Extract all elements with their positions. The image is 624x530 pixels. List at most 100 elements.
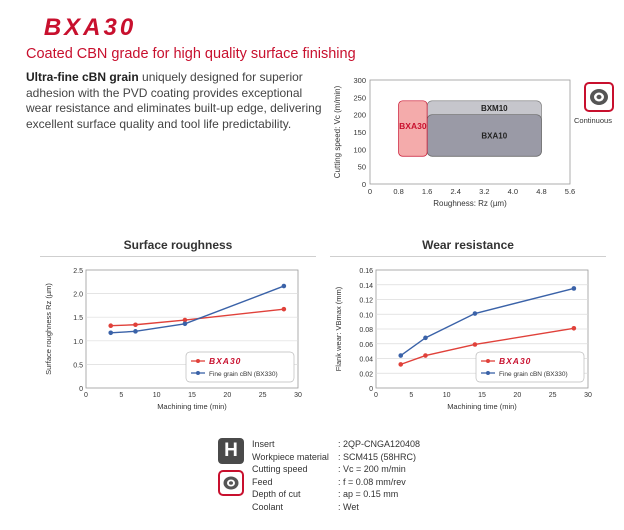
label-bxa30: BXA30 [399, 121, 427, 131]
data-point [108, 323, 114, 328]
x-tick-label: 1.6 [422, 187, 432, 196]
x-tick-label: 10 [443, 392, 451, 399]
y-tick-label: 250 [353, 93, 366, 102]
data-point [472, 342, 478, 347]
legend-box [185, 351, 295, 383]
y-axis-label: Cutting speed: Vc (m/min) [333, 85, 342, 178]
condition-key: Cutting speed [252, 464, 308, 474]
x-tick-label: 25 [549, 392, 557, 399]
x-tick-label: 5.6 [565, 187, 575, 196]
x-tick-label: 2.4 [450, 187, 460, 196]
condition-row: Workpiece material : SCM415 (58HRC) [252, 451, 458, 464]
data-point [281, 283, 287, 289]
wear-resistance-title: Wear resistance [422, 238, 514, 252]
condition-key: Insert [252, 439, 275, 449]
surface-roughness-chart: 0 0.5 1.0 1.5 2.0 2.5 0 5 10 15 20 25 30 BXA30 Fine gr… [44, 268, 302, 411]
surface-roughness-title: Surface roughness [123, 238, 233, 252]
label-bxm10: BXM10 [481, 104, 508, 113]
page-subtitle: Coated CBN grade for high quality surfac… [26, 46, 356, 62]
cutting-conditions-table: Insert : 2QP-CNGA120408 Workpiece material… [252, 438, 458, 513]
condition-row: Depth of cut : ap = 0.15 mm [252, 488, 458, 501]
series-line-bx330 [110, 285, 285, 334]
y-tick-label: 0 [79, 386, 83, 393]
x-tick-label: 25 [259, 392, 267, 399]
condition-row: Insert : 2QP-CNGA120408 [252, 438, 458, 451]
condition-key: Depth of cut [252, 489, 301, 499]
data-point [133, 322, 138, 328]
x-tick-label: 0 [374, 392, 378, 399]
x-tick-label: 30 [584, 392, 592, 399]
data-point [182, 321, 188, 327]
condition-value: : SCM415 (58HRC) [338, 451, 417, 462]
legend-label-bxa30: BXA30 [499, 356, 531, 366]
y-tick-label: 1.5 [73, 315, 83, 322]
x-tick-label: 5 [409, 392, 413, 399]
condition-row: Coolant : Wet [252, 501, 458, 514]
data-point [423, 353, 428, 358]
y-tick-label: 0 [362, 180, 366, 189]
x-axis-label: Machining time (min) [157, 402, 227, 411]
y-tick-label: 50 [358, 163, 366, 172]
condition-row: Feed : f = 0.08 mm/rev [252, 476, 458, 489]
data-point [281, 306, 287, 312]
y-tick-label: 100 [353, 145, 366, 154]
x-tick-label: 30 [294, 392, 302, 399]
legend-box [475, 351, 585, 383]
condition-value: : Vc = 200 m/min [338, 464, 406, 474]
x-tick-label: 0.8 [393, 187, 403, 196]
x-axis-label: Roughness: Rz (µm) [433, 199, 507, 208]
y-axis-label: Surface roughness Rz (µm) [44, 283, 53, 375]
x-tick-label: 4.8 [536, 187, 546, 196]
y-tick-label: 1.0 [73, 339, 83, 346]
desc-body: uniquely designed for superior adhesion … [26, 70, 322, 131]
condition-key: Workpiece material [252, 451, 329, 462]
x-tick-label: 20 [223, 392, 231, 399]
x-tick-label: 3.2 [479, 187, 489, 196]
desc-highlight: Ultra-fine cBN grain [26, 70, 139, 84]
y-tick-label: 2.0 [73, 292, 83, 299]
x-tick-label: 15 [478, 392, 486, 399]
y-tick-label: 0.16 [359, 268, 373, 275]
y-tick-label: 200 [353, 111, 366, 120]
legend-swatch-dot [196, 359, 200, 363]
x-tick-label: 0 [84, 392, 88, 399]
y-axis-label: Flank wear: VBmax (mm) [334, 286, 343, 371]
legend-label-bx330: Fine grain cBN (BX330) [499, 371, 568, 378]
wear-resistance-divider [330, 256, 606, 257]
y-tick-label: 0.08 [359, 327, 373, 334]
condition-key: Coolant [252, 501, 284, 512]
condition-value: : Wet [338, 501, 359, 512]
condition-key: Feed [252, 476, 273, 487]
data-point [571, 325, 577, 331]
x-tick-label: 5 [119, 392, 123, 399]
wear-resistance-chart: 0 0.02 0.04 0.06 0.08 0.10 0.12 0.14 0.16 0 5 10 15 2… [334, 268, 592, 411]
x-tick-label: 10 [153, 392, 161, 399]
continuous-cut-icon [584, 82, 614, 112]
x-axis-label: Machining time (min) [447, 402, 517, 411]
y-tick-label: 0.14 [359, 283, 373, 290]
condition-row: Cutting speed : Vc = 200 m/min [252, 463, 458, 476]
y-tick-label: 0.04 [359, 357, 373, 364]
condition-value: : f = 0.08 mm/rev [338, 476, 406, 487]
y-tick-label: 0.5 [73, 362, 83, 369]
y-tick-label: 0.06 [359, 342, 373, 349]
condition-value: : 2QP-CNGA120408 [338, 439, 421, 449]
data-point [398, 362, 404, 367]
condition-value: : ap = 0.15 mm [338, 489, 399, 499]
data-point [423, 335, 428, 341]
x-tick-label: 0 [368, 187, 372, 196]
legend-swatch-dot [486, 359, 490, 363]
series-line-bxa30 [400, 327, 574, 366]
data-point [108, 330, 114, 336]
series-line-bx330 [400, 287, 575, 357]
legend-label-bxa30: BXA30 [209, 356, 241, 366]
legend-swatch-dot [486, 371, 490, 375]
label-bxa10: BXA10 [481, 131, 507, 140]
cutting-speed-roughness-chart: 0 50 100 150 200 250 300 0 0.8 1.6 2.4 3.2 4.0 4.8 5.6… [333, 76, 575, 208]
data-point [182, 317, 188, 323]
data-point [571, 286, 577, 291]
x-tick-label: 4.0 [508, 187, 518, 196]
x-tick-label: 20 [513, 392, 521, 399]
bxa30-logo: BXA30 [26, 14, 154, 40]
y-tick-label: 0 [369, 386, 373, 393]
